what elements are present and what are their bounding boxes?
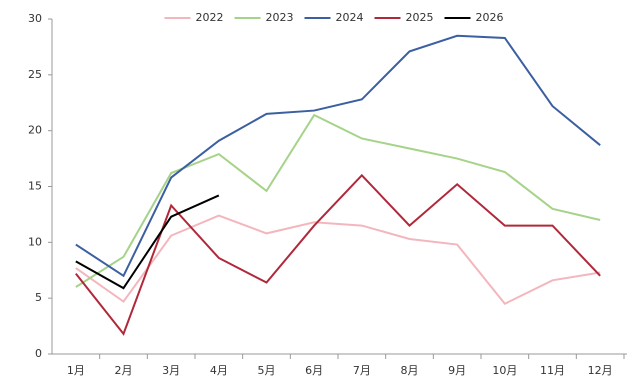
y-tick-label: 25 (28, 68, 42, 81)
series-line (75, 113, 601, 288)
series-line (75, 173, 601, 336)
x-tick-label: 4月 (210, 364, 228, 377)
y-tick-label: 5 (35, 291, 42, 304)
x-tick-label: 6月 (305, 364, 323, 377)
series-line (75, 34, 601, 278)
x-tick-label: 8月 (401, 364, 419, 377)
y-tick-label: 20 (28, 124, 42, 137)
legend-label: 2022 (196, 11, 224, 24)
legend-label: 2026 (476, 11, 504, 24)
x-tick-label: 9月 (448, 364, 466, 377)
x-tick-label: 7月 (353, 364, 371, 377)
x-tick-label: 3月 (162, 364, 180, 377)
y-tick-label: 10 (28, 235, 42, 248)
series-line (75, 194, 220, 290)
x-tick-label: 11月 (540, 364, 565, 377)
legend-label: 2024 (336, 11, 364, 24)
series-line (75, 214, 601, 306)
y-tick-label: 0 (35, 347, 42, 360)
x-tick-label: 5月 (258, 364, 276, 377)
legend-label: 2025 (406, 11, 434, 24)
x-tick-label: 10月 (492, 364, 517, 377)
x-tick-label: 2月 (115, 364, 133, 377)
y-tick-label: 30 (28, 12, 42, 25)
x-tick-label: 12月 (588, 364, 613, 377)
y-tick-label: 15 (28, 180, 42, 193)
legend-label: 2023 (266, 11, 294, 24)
x-tick-label: 1月 (67, 364, 85, 377)
